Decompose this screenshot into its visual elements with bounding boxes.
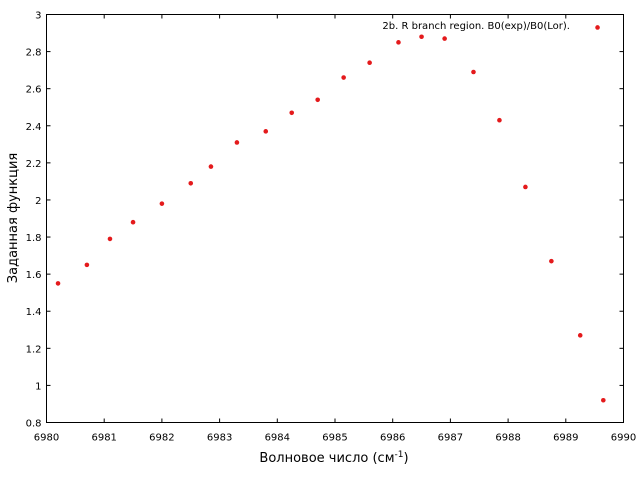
x-tick-label: 6987 bbox=[438, 433, 463, 444]
axis-ticks: 6980 6981 6982 6983 6984 6985 6986 6987 6988 6989… bbox=[26, 11, 637, 444]
y-axis-title: Заданная функция bbox=[6, 153, 21, 283]
data-point bbox=[419, 34, 424, 40]
data-point bbox=[396, 40, 401, 45]
x-tick-label: 6985 bbox=[322, 433, 347, 444]
data-point bbox=[601, 397, 606, 403]
x-tick-label: 6988 bbox=[495, 433, 520, 444]
x-tick-label: 6983 bbox=[207, 433, 232, 444]
y-tick-label: 1.8 bbox=[26, 233, 42, 244]
y-tick-label: 1.4 bbox=[26, 307, 42, 318]
legend-label: 2b. R branch region. B0(exp)/B0(Lor). bbox=[382, 21, 570, 32]
data-point bbox=[84, 262, 90, 268]
data-point bbox=[341, 75, 346, 80]
data-point bbox=[208, 164, 214, 169]
y-tick-label: 2.4 bbox=[26, 122, 42, 133]
data-point bbox=[263, 129, 269, 134]
y-tick-label: 1.6 bbox=[26, 270, 42, 281]
y-tick-label: 2.8 bbox=[26, 48, 42, 59]
y-tick-label: 2.2 bbox=[26, 159, 42, 170]
x-tick-label: 6989 bbox=[553, 433, 578, 444]
data-point bbox=[549, 258, 554, 264]
x-axis-title-superscript: -1 bbox=[395, 450, 404, 460]
data-point bbox=[577, 333, 583, 338]
data-point bbox=[442, 36, 447, 41]
y-tick-label: 1.2 bbox=[26, 344, 42, 355]
x-tick-label: 6982 bbox=[149, 433, 174, 444]
x-tick-label: 6980 bbox=[34, 433, 59, 444]
data-point bbox=[523, 184, 528, 190]
data-point bbox=[471, 69, 476, 75]
y-tick-label: 0.8 bbox=[26, 419, 42, 430]
data-point bbox=[188, 180, 194, 186]
x-axis-title-end: ) bbox=[403, 451, 408, 466]
x-axis-title-main: Волновое число (см bbox=[259, 451, 394, 466]
legend-marker bbox=[595, 25, 600, 30]
y-tick-label: 3 bbox=[35, 11, 41, 22]
y-tick-label: 2 bbox=[35, 196, 41, 207]
y-tick-label: 1 bbox=[35, 381, 41, 392]
x-tick-label: 6990 bbox=[611, 433, 636, 444]
data-points bbox=[55, 25, 606, 403]
data-point bbox=[234, 140, 240, 145]
data-point bbox=[367, 60, 372, 66]
data-point bbox=[159, 201, 165, 206]
data-point bbox=[55, 281, 61, 286]
data-point bbox=[497, 117, 502, 123]
y-tick-label: 2.6 bbox=[26, 85, 42, 96]
x-tick-label: 6981 bbox=[91, 433, 116, 444]
x-axis-title: Волновое число (см-1) bbox=[259, 450, 408, 466]
plot-frame bbox=[46, 14, 624, 423]
data-point bbox=[107, 236, 113, 242]
data-point bbox=[315, 97, 320, 103]
x-tick-label: 6984 bbox=[265, 433, 290, 444]
data-point bbox=[130, 219, 136, 225]
x-tick-label: 6986 bbox=[380, 433, 405, 444]
data-point bbox=[289, 110, 295, 116]
